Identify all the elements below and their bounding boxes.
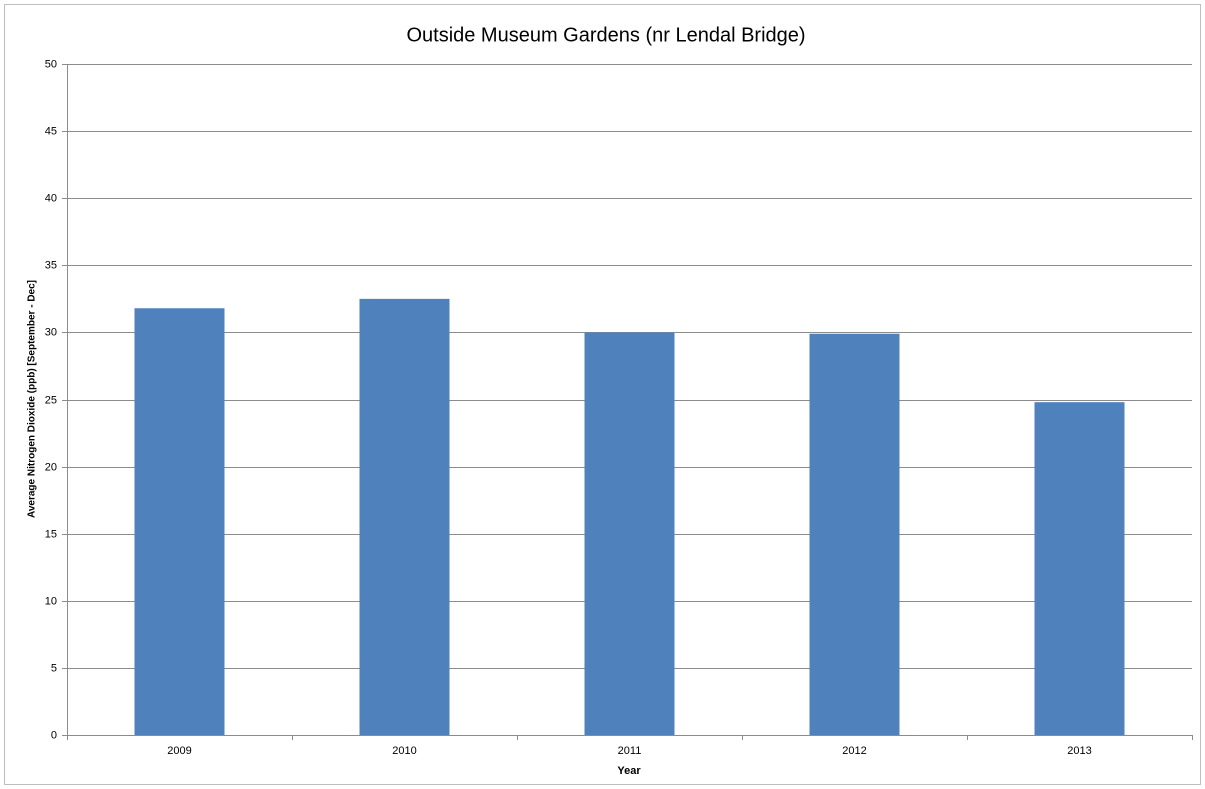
- chart-title: Outside Museum Gardens (nr Lendal Bridge…: [406, 24, 805, 46]
- y-tick-label: 50: [45, 58, 57, 70]
- x-tick-label: 2011: [618, 745, 642, 757]
- y-tick-label: 0: [51, 729, 57, 741]
- bar: [359, 298, 450, 735]
- x-axis-label: Year: [617, 765, 641, 777]
- y-tick-label: 45: [45, 125, 57, 137]
- y-tick-label: 15: [45, 528, 57, 540]
- x-tick-label: 2013: [1067, 745, 1091, 757]
- y-tick-label: 20: [45, 461, 57, 473]
- bar: [134, 308, 225, 735]
- bar: [584, 332, 675, 735]
- y-tick-label: 25: [45, 394, 57, 406]
- y-tick-label: 10: [45, 595, 57, 607]
- y-tick-label: 5: [51, 662, 57, 674]
- bar: [809, 333, 900, 735]
- y-axis-label: Average Nitrogen Dioxide (ppb) [Septembe…: [27, 280, 38, 518]
- y-tick-label: 35: [45, 259, 57, 271]
- x-tick-label: 2012: [842, 745, 866, 757]
- y-tick-label: 40: [45, 192, 57, 204]
- bar: [1034, 402, 1125, 735]
- x-tick-label: 2010: [392, 745, 416, 757]
- x-tick-label: 2009: [167, 745, 191, 757]
- y-tick-label: 30: [45, 326, 57, 338]
